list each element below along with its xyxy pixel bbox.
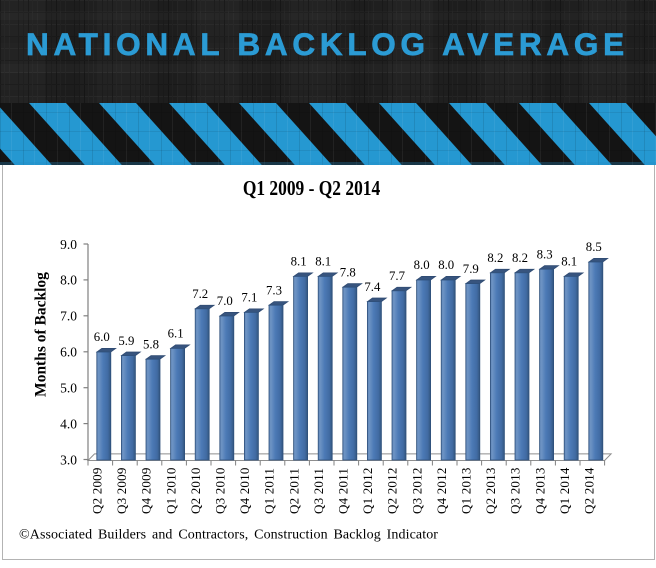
svg-text:6.1: 6.1: [168, 327, 184, 341]
svg-text:7.7: 7.7: [389, 269, 406, 283]
svg-text:Q4 2011: Q4 2011: [336, 468, 351, 514]
svg-text:Q3 2013: Q3 2013: [508, 467, 523, 514]
svg-text:7.0: 7.0: [217, 294, 233, 308]
svg-text:Q1 2011: Q1 2011: [262, 468, 277, 514]
svg-text:8.5: 8.5: [586, 240, 602, 254]
svg-text:6.0: 6.0: [94, 330, 110, 344]
svg-text:Q1 2012: Q1 2012: [360, 467, 375, 514]
svg-text:Q3 2009: Q3 2009: [114, 467, 129, 514]
svg-text:Q2 2010: Q2 2010: [188, 467, 203, 514]
svg-text:5.0: 5.0: [60, 381, 77, 396]
svg-text:8.0: 8.0: [60, 273, 77, 288]
svg-text:Q4 2012: Q4 2012: [434, 467, 449, 514]
svg-text:Q2 2011: Q2 2011: [286, 468, 301, 514]
svg-text:Q3 2010: Q3 2010: [213, 467, 228, 514]
svg-text:Q2 2009: Q2 2009: [90, 467, 105, 514]
svg-text:Q1 2009 - Q2 2014: Q1 2009 - Q2 2014: [243, 178, 381, 201]
svg-text:7.9: 7.9: [463, 262, 479, 276]
svg-text:8.1: 8.1: [291, 255, 307, 269]
svg-text:8.2: 8.2: [512, 251, 528, 265]
svg-text:7.2: 7.2: [192, 287, 208, 301]
svg-text:Months of Backlog: Months of Backlog: [33, 272, 50, 397]
svg-text:Q3 2012: Q3 2012: [409, 467, 424, 514]
svg-text:Q4 2010: Q4 2010: [237, 467, 252, 514]
svg-text:Q2 2013: Q2 2013: [483, 467, 498, 514]
svg-text:8.0: 8.0: [414, 258, 430, 272]
svg-text:8.3: 8.3: [537, 247, 553, 261]
svg-text:9.0: 9.0: [60, 237, 77, 252]
svg-text:8.1: 8.1: [561, 255, 577, 269]
svg-text:8.0: 8.0: [438, 258, 454, 272]
svg-text:Q1 2014: Q1 2014: [557, 467, 572, 514]
svg-text:4.0: 4.0: [60, 416, 77, 431]
svg-text:5.8: 5.8: [143, 337, 159, 351]
svg-text:©Associated Builders and Contr: ©Associated Builders and Contractors, Co…: [19, 528, 438, 543]
svg-text:7.3: 7.3: [266, 283, 282, 297]
svg-text:5.9: 5.9: [118, 334, 134, 348]
svg-text:7.4: 7.4: [364, 280, 381, 294]
svg-text:7.8: 7.8: [340, 265, 356, 279]
svg-text:6.0: 6.0: [60, 345, 77, 360]
svg-text:Q4 2009: Q4 2009: [139, 467, 154, 514]
svg-text:7.1: 7.1: [241, 291, 257, 305]
svg-text:Q1 2013: Q1 2013: [459, 467, 474, 514]
svg-text:Q1 2010: Q1 2010: [163, 467, 178, 514]
svg-text:Q2 2014: Q2 2014: [582, 467, 597, 514]
svg-text:Q2 2012: Q2 2012: [385, 467, 400, 514]
svg-text:7.0: 7.0: [60, 309, 77, 324]
svg-text:8.1: 8.1: [315, 255, 331, 269]
svg-text:8.2: 8.2: [487, 251, 503, 265]
svg-text:3.0: 3.0: [60, 452, 77, 467]
svg-text:Q4 2013: Q4 2013: [532, 467, 547, 514]
svg-text:Q3 2011: Q3 2011: [311, 468, 326, 514]
